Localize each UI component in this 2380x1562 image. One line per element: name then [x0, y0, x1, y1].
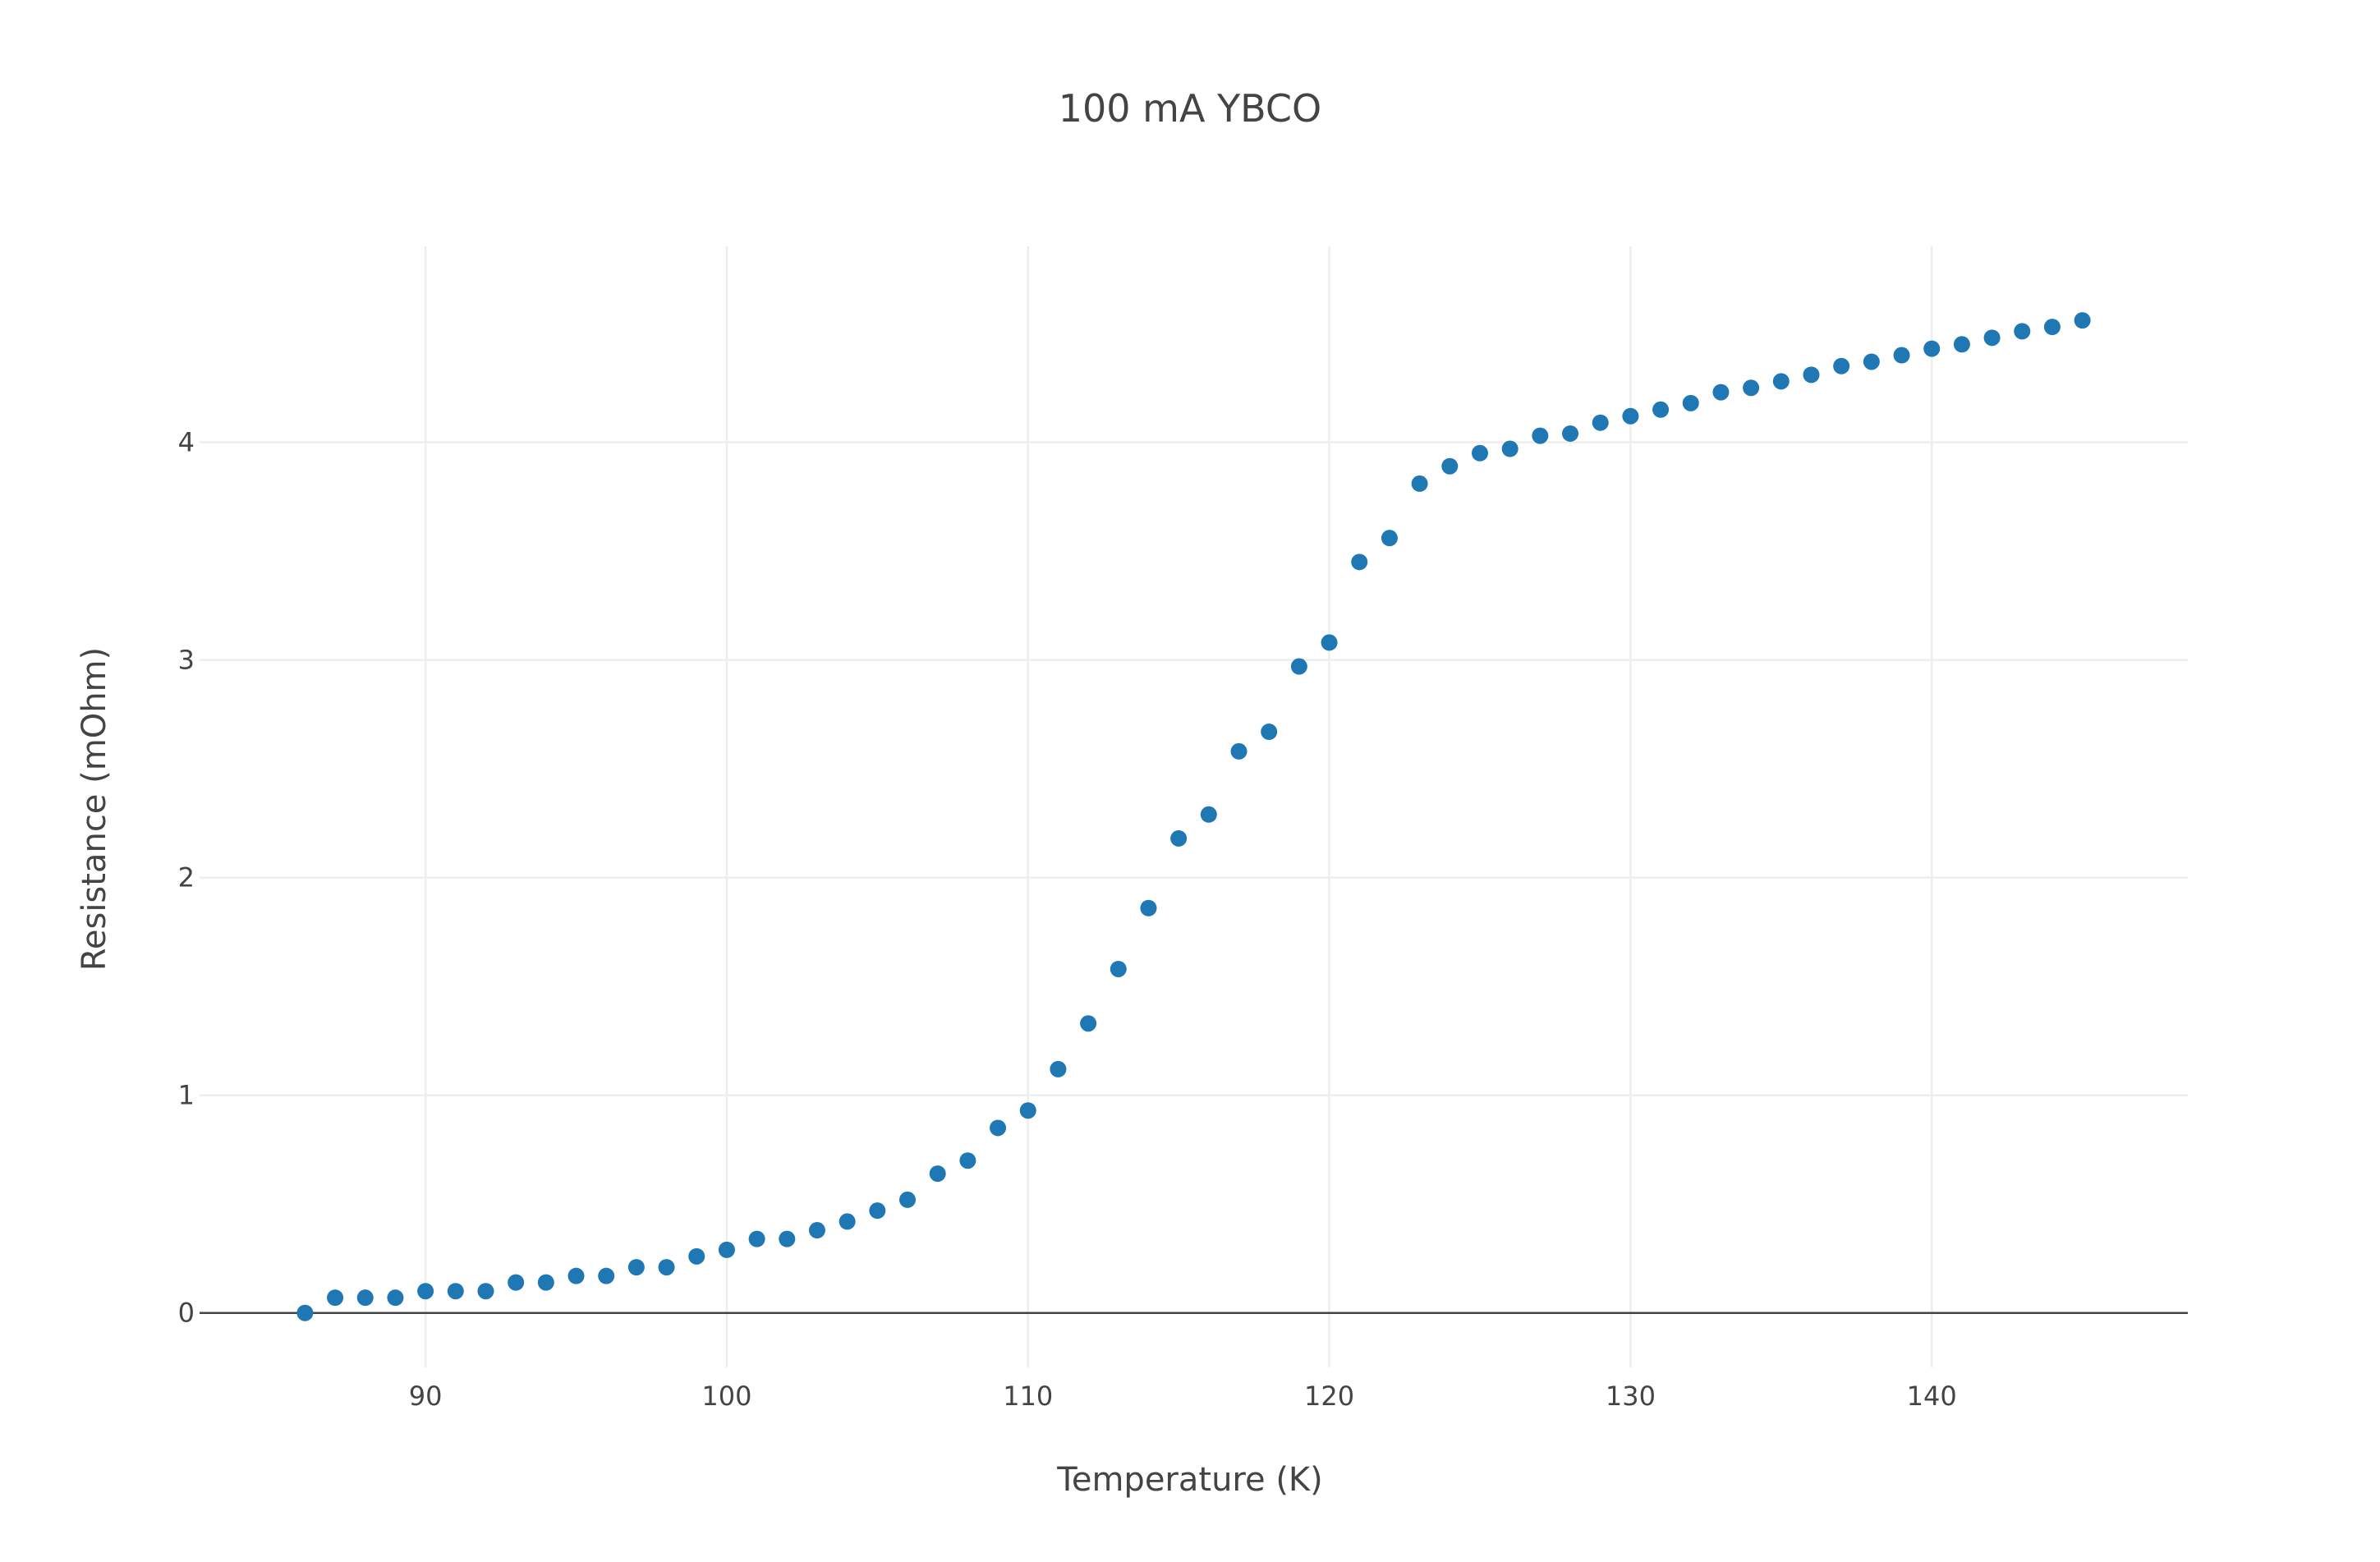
data-point[interactable] [658, 1259, 675, 1276]
grid-lines [200, 246, 2188, 1367]
x-tick-label: 140 [1907, 1381, 1957, 1412]
data-point[interactable] [598, 1267, 615, 1284]
data-point[interactable] [1863, 353, 1880, 370]
data-point[interactable] [1743, 379, 1760, 397]
data-points [296, 312, 2091, 1321]
data-point[interactable] [808, 1222, 825, 1239]
data-point[interactable] [1471, 444, 1488, 462]
data-point[interactable] [387, 1289, 404, 1307]
data-point[interactable] [1321, 634, 1338, 651]
x-tick-label: 90 [409, 1381, 443, 1412]
data-point[interactable] [1983, 329, 2001, 347]
data-point[interactable] [1381, 530, 1398, 547]
data-point[interactable] [567, 1267, 585, 1284]
data-point[interactable] [1923, 340, 1941, 357]
data-point[interactable] [1050, 1060, 1067, 1077]
data-point[interactable] [688, 1247, 705, 1265]
data-point[interactable] [296, 1304, 314, 1321]
data-point[interactable] [779, 1230, 796, 1247]
data-point[interactable] [929, 1165, 946, 1183]
x-tick-label: 130 [1606, 1381, 1656, 1412]
data-point[interactable] [1953, 336, 1970, 353]
data-point[interactable] [1562, 425, 1579, 442]
data-point[interactable] [2074, 312, 2091, 329]
y-axis-label: Resistance (mOhm) [76, 647, 113, 971]
data-point[interactable] [748, 1230, 765, 1247]
data-point[interactable] [1682, 394, 1699, 411]
data-point[interactable] [1772, 373, 1790, 390]
data-point[interactable] [1622, 407, 1639, 425]
data-point[interactable] [1803, 366, 1820, 384]
data-point[interactable] [899, 1191, 917, 1208]
y-tick-label: 3 [178, 645, 195, 676]
data-point[interactable] [327, 1289, 344, 1307]
data-point[interactable] [447, 1283, 464, 1300]
data-point[interactable] [1441, 457, 1459, 475]
y-tick-label: 2 [178, 862, 195, 894]
data-point[interactable] [1893, 347, 1910, 364]
axes: 90 100 110 120 130 140 0 1 2 3 4 [178, 427, 2188, 1412]
data-point[interactable] [627, 1259, 645, 1276]
y-tick-label: 0 [178, 1298, 195, 1329]
data-point[interactable] [1501, 440, 1519, 457]
data-point[interactable] [2043, 319, 2061, 336]
data-point[interactable] [718, 1241, 735, 1258]
data-point[interactable] [477, 1283, 494, 1300]
y-tick-label: 4 [178, 427, 195, 458]
data-point[interactable] [869, 1202, 886, 1220]
data-point[interactable] [1230, 742, 1247, 760]
data-point[interactable] [356, 1289, 374, 1307]
data-point[interactable] [959, 1152, 976, 1169]
x-tick-label: 120 [1304, 1381, 1354, 1412]
data-point[interactable] [1411, 475, 1428, 492]
x-tick-label: 100 [701, 1381, 751, 1412]
data-point[interactable] [1019, 1102, 1036, 1119]
data-point[interactable] [1290, 658, 1307, 675]
data-point[interactable] [537, 1274, 554, 1291]
data-point[interactable] [1140, 899, 1157, 917]
y-tick-label: 1 [178, 1080, 195, 1111]
data-point[interactable] [1351, 554, 1368, 571]
data-point[interactable] [2014, 323, 2031, 340]
data-point[interactable] [1712, 384, 1730, 401]
data-point[interactable] [1592, 414, 1609, 431]
data-point[interactable] [839, 1213, 856, 1230]
data-point[interactable] [1110, 960, 1127, 977]
data-point[interactable] [417, 1283, 434, 1300]
x-tick-label: 110 [1003, 1381, 1053, 1412]
data-point[interactable] [1833, 357, 1850, 374]
x-axis-label: Temperature (K) [1056, 1461, 1323, 1499]
data-point[interactable] [1261, 724, 1278, 741]
data-point[interactable] [1532, 427, 1549, 444]
data-point[interactable] [1652, 401, 1670, 418]
data-point[interactable] [1200, 806, 1217, 823]
data-point[interactable] [1170, 829, 1188, 847]
data-point[interactable] [990, 1119, 1007, 1137]
data-point[interactable] [508, 1274, 525, 1291]
data-point[interactable] [1080, 1015, 1097, 1032]
chart-title: 100 mA YBCO [1059, 86, 1322, 131]
